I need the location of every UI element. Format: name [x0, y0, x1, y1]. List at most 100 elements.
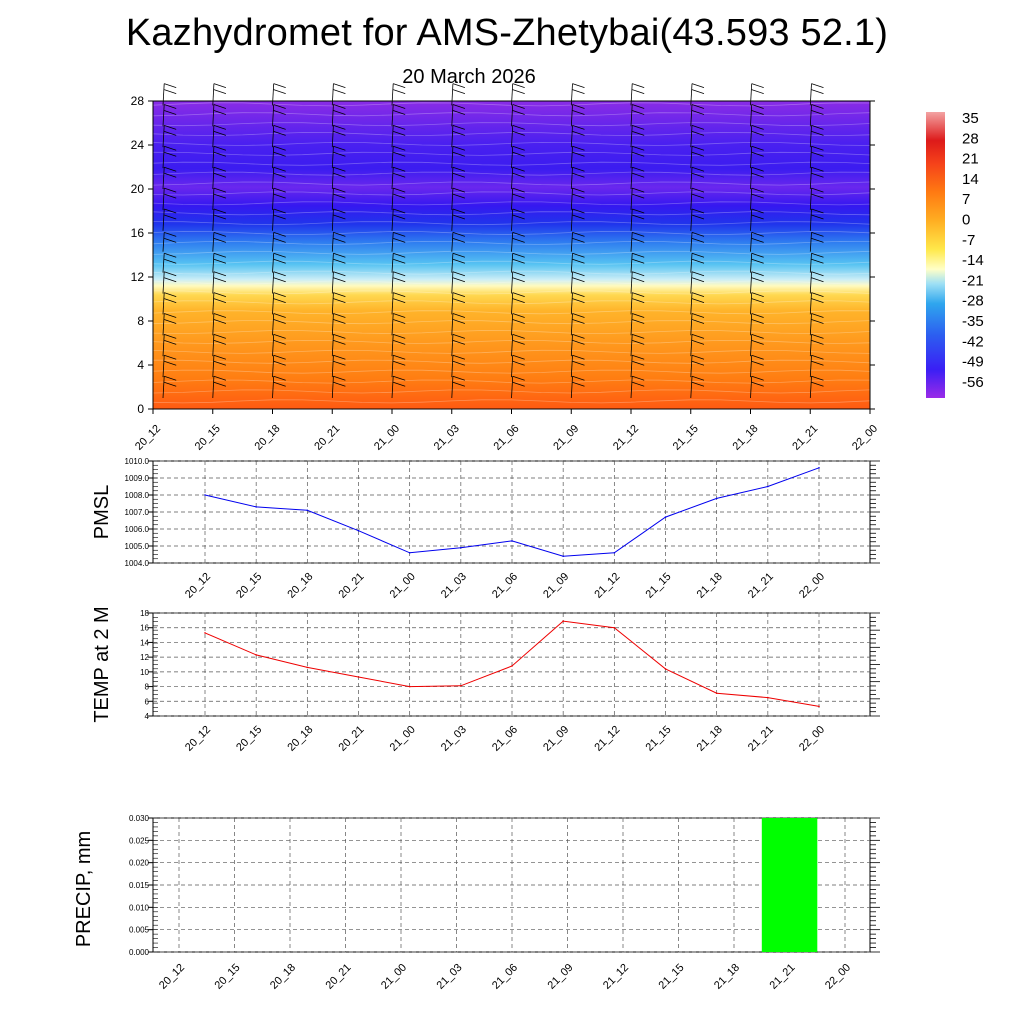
wind-barb-staff: [272, 167, 275, 190]
y-tick-label: 0.015: [129, 881, 150, 890]
wind-barb-staff: [570, 104, 573, 127]
wind-barb-flag: [572, 187, 585, 193]
x-tick-label: 21_18: [731, 423, 761, 453]
wind-barb-flag: [572, 151, 585, 157]
wind-barb-flag: [691, 271, 705, 277]
x-tick-label: 21_06: [490, 724, 520, 754]
wind-barb-flag: [452, 193, 466, 199]
wind-barb-staff: [690, 125, 693, 148]
y-tick-label: 1007.0: [125, 508, 150, 517]
data-point: [767, 485, 769, 488]
wind-barb-flag: [572, 319, 585, 324]
wind-barb-flag: [811, 354, 824, 360]
wind-barb-flag: [811, 232, 824, 237]
wind-barb-flag: [572, 166, 585, 172]
x-tick-label: 20_21: [324, 962, 354, 992]
wind-barb-staff: [630, 253, 633, 273]
wind-barb-flag: [572, 83, 585, 88]
wind-barb-flag: [164, 131, 177, 136]
wind-barb-staff: [750, 253, 753, 273]
wind-barb-flag: [393, 83, 406, 88]
wind-barb-staff: [451, 253, 454, 273]
wind-barb-staff: [630, 167, 633, 190]
wind-barb-flag: [691, 110, 705, 115]
wind-barb-staff: [162, 167, 165, 190]
wind-barb-staff: [690, 292, 693, 315]
wind-barb-staff: [162, 253, 165, 273]
wind-barb-flag: [811, 193, 824, 199]
x-tick-label: 20_12: [183, 724, 213, 754]
wind-barb-flag: [512, 313, 525, 318]
wind-barb-flag: [512, 110, 525, 115]
wind-barb-flag: [632, 313, 645, 318]
wind-barb-flag: [333, 319, 346, 324]
wind-barb-flag: [632, 166, 645, 172]
wind-barb-staff: [750, 376, 753, 399]
wind-barb-staff: [511, 208, 514, 231]
y-tick-label: 0.020: [129, 859, 150, 868]
wind-barb-flag: [691, 83, 705, 88]
data-point: [408, 685, 411, 688]
wind-barb-flag: [691, 151, 705, 157]
wind-barb-flag: [393, 89, 406, 94]
x-tick-label: 21_09: [541, 571, 571, 601]
wind-barb-flag: [632, 193, 645, 199]
x-tick-label: 21_12: [601, 962, 631, 992]
wind-barb-flag: [333, 208, 346, 214]
wind-barb-staff: [391, 334, 394, 357]
wind-barb-staff: [212, 253, 215, 273]
wind-barb-flag: [452, 340, 466, 345]
colorbar-label: -49: [962, 354, 984, 371]
wind-barb-staff: [750, 355, 753, 378]
wind-barb-flag: [393, 208, 406, 214]
wind-barb-staff: [451, 83, 454, 106]
wind-barb-flag: [811, 208, 824, 214]
colorbar-label: -21: [962, 272, 984, 289]
wind-barb-flag: [691, 334, 705, 339]
wind-barb-staff: [391, 83, 394, 106]
wind-barb-flag: [691, 252, 705, 258]
y-tick-label: 28: [131, 94, 145, 108]
wind-barb-flag: [213, 340, 227, 345]
wind-barb-staff: [162, 188, 165, 210]
wind-barb-flag: [333, 360, 346, 366]
data-point: [613, 626, 616, 629]
y-tick-label: 8: [137, 314, 144, 328]
wind-barb-flag: [632, 172, 645, 178]
wind-barb-flag: [751, 313, 764, 318]
wind-barb-flag: [572, 375, 585, 381]
wind-barb-staff: [272, 313, 275, 336]
colorbar-label: -28: [962, 293, 984, 310]
wind-barb-flag: [164, 83, 177, 88]
wind-barb-flag: [164, 298, 177, 303]
wind-barb-staff: [391, 167, 394, 190]
wind-barb-flag: [632, 214, 645, 220]
wind-barb-staff: [212, 313, 215, 336]
wind-barb-flag: [572, 354, 585, 360]
data-point: [357, 676, 360, 678]
wind-barb-flag: [811, 214, 824, 220]
wind-barb-flag: [452, 319, 466, 324]
wind-barb-staff: [162, 355, 165, 378]
wind-barb-flag: [751, 83, 764, 88]
wind-barb-flag: [333, 193, 346, 199]
wind-barb-flag: [393, 145, 406, 151]
wind-barb-flag: [213, 258, 227, 264]
wind-barb-staff: [630, 232, 633, 252]
wind-barb-staff: [212, 355, 215, 378]
wind-barb-staff: [690, 271, 693, 294]
x-tick-label: 21_21: [746, 724, 776, 754]
wind-barb-staff: [570, 208, 573, 231]
wind-barb-flag: [333, 151, 346, 157]
wind-barb-flag: [751, 381, 764, 387]
data-point: [408, 552, 411, 554]
wind-barb-flag: [333, 110, 346, 115]
wind-barb-flag: [512, 125, 525, 130]
wind-barb-flag: [632, 151, 645, 157]
wind-barb-flag: [691, 214, 705, 220]
wind-barb-flag: [273, 292, 286, 297]
colorbar-label: -56: [962, 374, 984, 391]
wind-barb-flag: [512, 166, 525, 172]
wind-barb-flag: [393, 151, 406, 157]
wind-barb-flag: [811, 151, 824, 157]
